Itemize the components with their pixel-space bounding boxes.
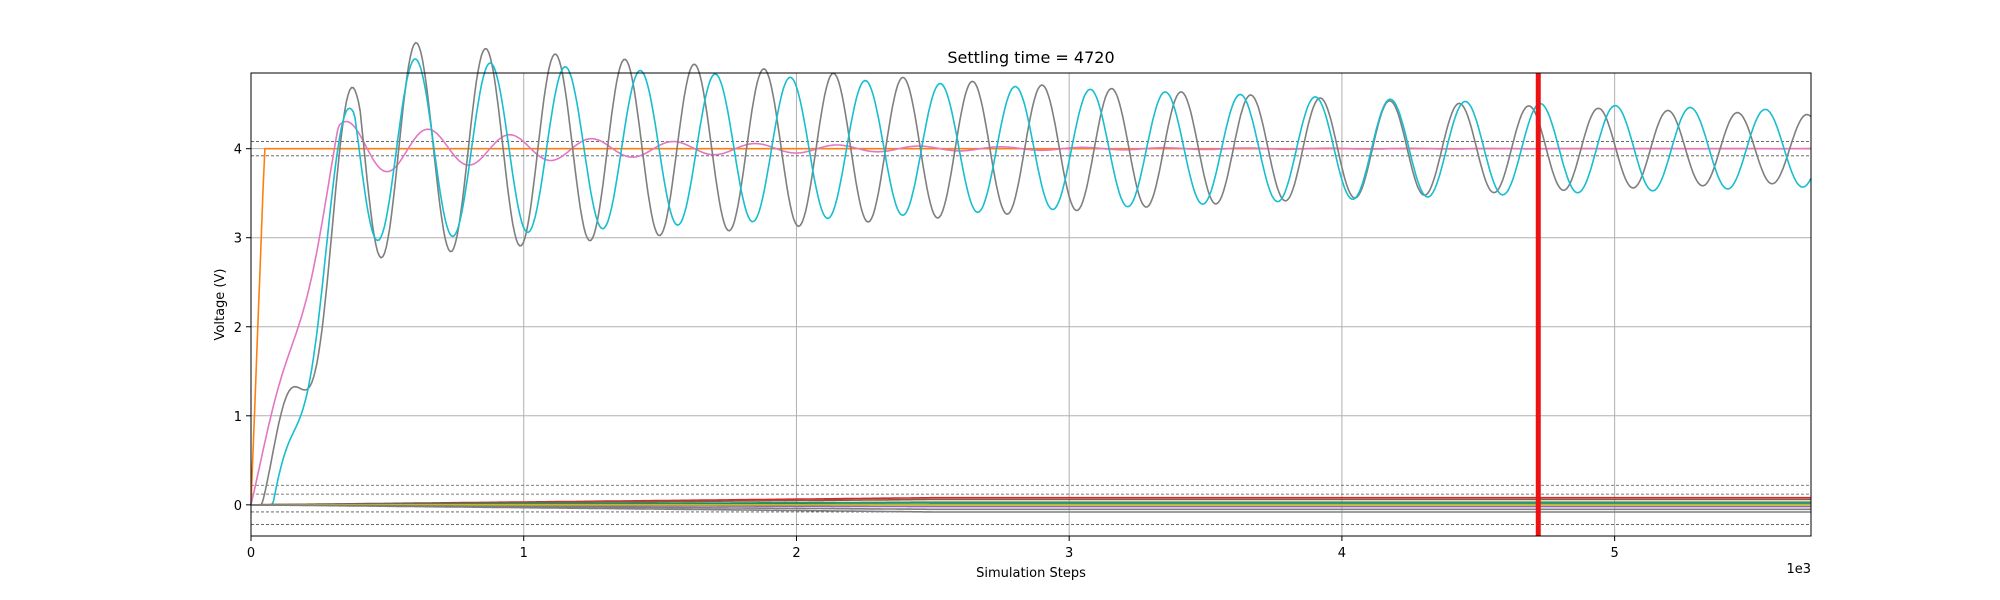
series-line	[251, 503, 1811, 511]
y-tick-label: 2	[234, 321, 242, 336]
series-line	[251, 498, 1811, 506]
y-tick-label: 1	[234, 410, 242, 425]
y-axis-label: Voltage (V)	[213, 269, 228, 341]
x-tick-label: 5	[1610, 546, 1618, 561]
x-tick-label: 3	[1065, 546, 1073, 561]
series-line	[251, 58, 1812, 506]
series-line	[250, 120, 1811, 505]
x-tick-label: 0	[247, 546, 255, 561]
series-line	[251, 41, 1812, 506]
y-tick-label: 3	[234, 232, 242, 247]
x-tick-label: 2	[792, 546, 800, 561]
chart-title: Settling time = 4720	[947, 48, 1114, 67]
series-group	[250, 41, 1812, 513]
x-axis-label: Simulation Steps	[976, 566, 1086, 581]
x-tick-label: 1	[520, 546, 528, 561]
plot-frame	[250, 72, 1812, 537]
x-axis-scale-label: 1e3	[1786, 562, 1811, 577]
x-axis-ticks: 0 1 2 3 4 5	[247, 536, 1619, 561]
y-axis-ticks: 0 1 2 3 4	[234, 143, 251, 514]
series-line	[250, 504, 1811, 513]
y-tick-label: 0	[234, 499, 242, 514]
x-tick-label: 4	[1338, 546, 1346, 561]
y-tick-label: 4	[234, 143, 242, 158]
